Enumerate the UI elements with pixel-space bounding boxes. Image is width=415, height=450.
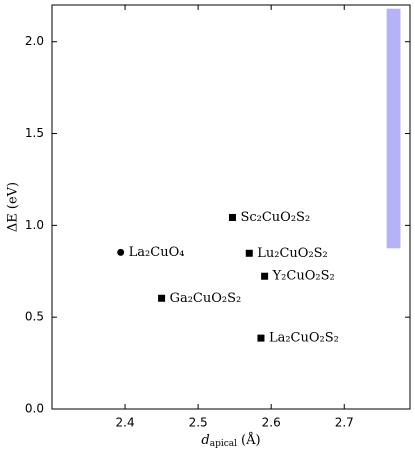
point-label: Lu₂CuO₂S₂ (257, 246, 328, 261)
y-tick-label: 2.0 (25, 34, 44, 48)
x-label-subscript: apical (210, 439, 237, 449)
x-tick-label: 2.5 (189, 416, 208, 430)
y-axis-label: ΔE (eV) (6, 182, 21, 232)
point (245, 249, 253, 257)
point (158, 294, 166, 302)
point-label: Y₂CuO₂S₂ (272, 269, 335, 284)
y-tick-label: 1.5 (25, 126, 44, 140)
point-label: La₂CuO₄ (129, 245, 185, 260)
point-label: La₂CuO₂S₂ (269, 331, 339, 346)
plot-frame (51, 4, 411, 410)
point (228, 213, 236, 221)
point (117, 248, 125, 256)
x-label-unit: (Å) (241, 432, 261, 448)
y-tick-label: 1.0 (25, 218, 44, 232)
x-tick-label: 2.4 (116, 416, 135, 430)
x-axis-label: dapical (Å) (201, 432, 260, 449)
point-label: Sc₂CuO₂S₂ (240, 210, 310, 225)
band (386, 8, 401, 249)
point-label: Ga₂CuO₂S₂ (170, 291, 242, 306)
y-tick-label: 0.5 (25, 310, 44, 324)
x-tick-label: 2.6 (262, 416, 281, 430)
y-tick-label: 0.0 (25, 402, 44, 416)
x-tick-label: 2.7 (335, 416, 354, 430)
point (261, 272, 269, 280)
x-label-symbol: d (201, 433, 209, 448)
point (257, 334, 265, 342)
